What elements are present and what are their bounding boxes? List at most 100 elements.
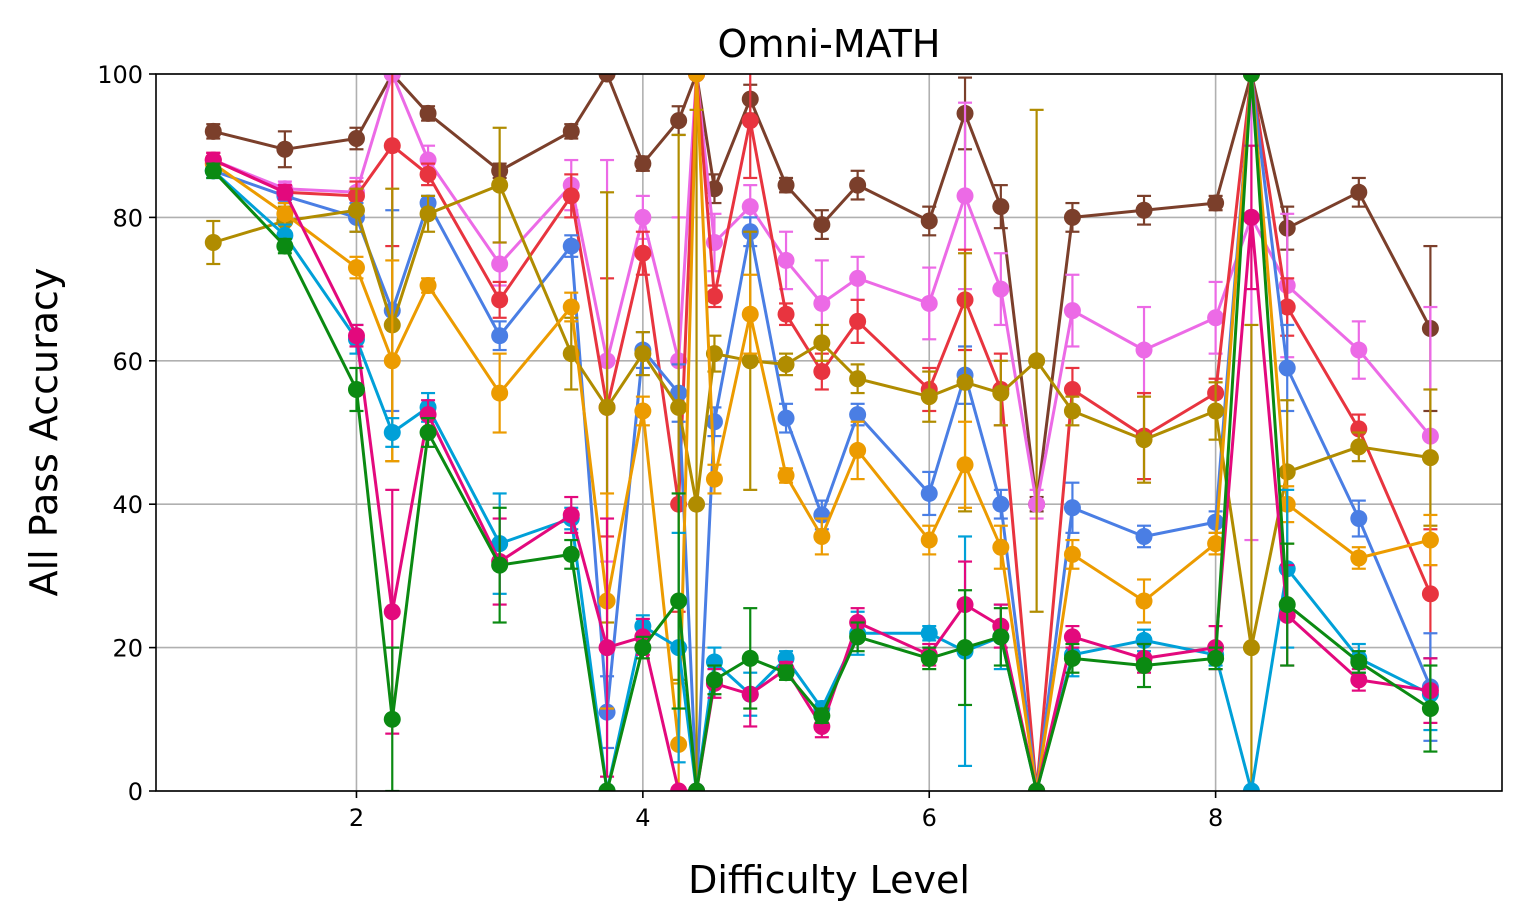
data-point (992, 538, 1010, 556)
data-point (562, 298, 580, 316)
data-point (276, 183, 294, 201)
data-point (777, 251, 795, 269)
data-point (634, 208, 652, 226)
data-point (383, 424, 401, 441)
data-point (741, 649, 759, 667)
x-tick-label: 6 (922, 804, 937, 832)
data-point (705, 287, 723, 305)
data-point (992, 628, 1010, 646)
data-point (849, 441, 867, 459)
data-point (347, 380, 365, 398)
data-point (562, 187, 580, 205)
y-tick-label: 40 (112, 491, 143, 519)
data-point (992, 384, 1010, 402)
data-point (1350, 671, 1368, 689)
data-point (1278, 463, 1296, 481)
data-point (347, 130, 365, 148)
data-point (777, 467, 795, 485)
data-point (1421, 531, 1439, 549)
data-point (204, 122, 222, 140)
data-point (849, 406, 867, 424)
data-point (920, 294, 938, 312)
data-point (1242, 782, 1260, 791)
y-tick-label: 80 (112, 204, 143, 232)
data-point (920, 388, 938, 406)
data-point (598, 398, 616, 416)
data-point (1063, 208, 1081, 226)
data-point (777, 176, 795, 194)
data-point (670, 782, 688, 791)
data-point (992, 280, 1010, 298)
data-point (1421, 449, 1439, 467)
data-point (849, 269, 867, 287)
data-point (741, 198, 759, 216)
data-point (741, 112, 759, 130)
data-point (1135, 592, 1153, 610)
x-tick-label: 4 (635, 804, 650, 832)
data-point (383, 137, 401, 155)
data-point (1028, 782, 1046, 791)
data-point (956, 187, 974, 205)
data-point (920, 212, 938, 230)
data-point (419, 277, 437, 295)
data-point (419, 165, 437, 183)
data-point (419, 104, 437, 122)
data-point (562, 122, 580, 140)
data-point (1350, 510, 1368, 528)
data-point (347, 201, 365, 219)
data-point (849, 370, 867, 388)
data-point (1278, 298, 1296, 316)
data-point (491, 384, 509, 402)
data-point (1421, 700, 1439, 718)
data-point (849, 176, 867, 194)
data-point (849, 312, 867, 330)
x-tick-label: 8 (1208, 804, 1223, 832)
data-point (688, 74, 706, 83)
plot-frame (155, 73, 1503, 792)
data-point (1278, 596, 1296, 614)
data-point (1063, 545, 1081, 563)
data-point (634, 244, 652, 262)
data-point (1063, 402, 1081, 420)
data-point (688, 782, 706, 791)
y-tick-label: 0 (128, 778, 143, 806)
data-point (1350, 183, 1368, 201)
data-point (670, 398, 688, 416)
y-axis-label: All Pass Accuracy (22, 268, 66, 597)
data-point (1350, 341, 1368, 359)
y-tick-label: 20 (112, 635, 143, 663)
series-orange (204, 74, 1439, 791)
data-point (992, 198, 1010, 216)
data-point (598, 639, 616, 657)
data-point (1350, 549, 1368, 567)
data-point (956, 639, 974, 657)
data-point (491, 176, 509, 194)
data-point (383, 603, 401, 621)
data-point (1350, 438, 1368, 456)
data-point (598, 74, 616, 83)
data-point (419, 205, 437, 223)
data-point (1063, 302, 1081, 320)
data-point (634, 155, 652, 173)
data-point (956, 456, 974, 474)
data-point (920, 624, 938, 642)
data-point (1350, 653, 1368, 671)
data-point (1135, 431, 1153, 449)
series-layer (204, 74, 1439, 791)
data-point (1135, 657, 1153, 675)
data-point (204, 233, 222, 251)
data-point (491, 327, 509, 345)
data-point (849, 628, 867, 646)
data-point (347, 259, 365, 277)
y-tick-label: 100 (97, 61, 143, 89)
data-point (1135, 201, 1153, 219)
data-point (204, 162, 222, 180)
y-tick-label: 60 (112, 348, 143, 376)
data-point (598, 782, 616, 791)
data-point (741, 352, 759, 370)
data-point (992, 495, 1010, 513)
data-point (491, 255, 509, 273)
data-point (562, 506, 580, 524)
data-point (1207, 513, 1225, 531)
